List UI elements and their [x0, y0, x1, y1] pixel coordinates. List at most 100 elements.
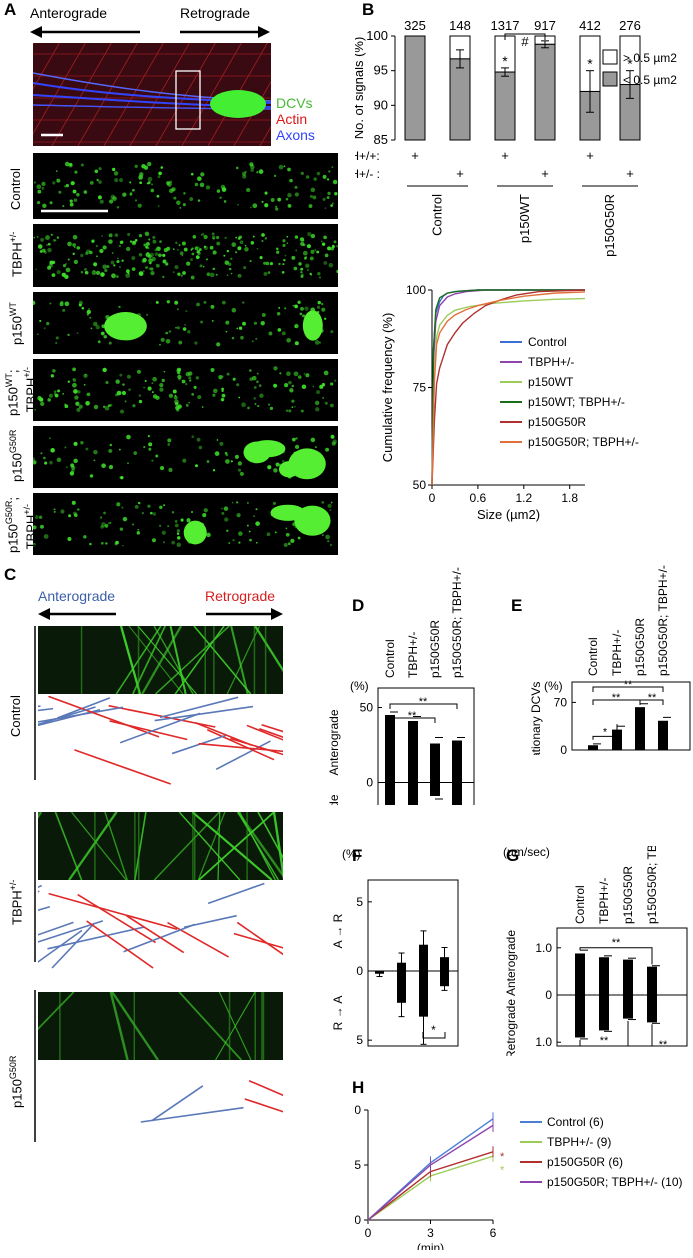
- dcv-puncta: [307, 232, 312, 237]
- dcv-puncta: [86, 392, 91, 397]
- kymograph-background: [38, 992, 283, 1060]
- dcv-puncta: [136, 531, 141, 535]
- legend-swatch-large: [602, 49, 618, 65]
- row-label-p150wt-tbph: p150WT; TBPH+/-: [4, 366, 39, 416]
- dcv-puncta: [222, 300, 226, 305]
- dcv-puncta: [147, 386, 152, 391]
- row-label-p150g50r-tbph: p150G50R; TBPH+/-: [4, 496, 39, 553]
- x-axis-label: Size (µm2): [477, 507, 540, 522]
- dcv-puncta: [193, 385, 197, 389]
- dcv-puncta: [47, 242, 51, 246]
- y-tick-label: 1.0: [535, 941, 552, 955]
- dcv-puncta: [294, 185, 298, 189]
- dcv-puncta: [269, 406, 274, 411]
- dcv-puncta: [282, 263, 285, 266]
- y-label-retrograde: Retrograde: [504, 999, 518, 1056]
- dcv-puncta: [277, 328, 282, 332]
- dcv-puncta: [281, 271, 285, 274]
- dcv-puncta: [185, 310, 188, 313]
- dcv-puncta: [132, 188, 135, 192]
- dcv-puncta: [150, 271, 155, 276]
- dcv-puncta: [216, 241, 221, 246]
- dcv-puncta: [37, 244, 43, 249]
- y-tick-label: 95: [374, 63, 388, 78]
- dcv-puncta: [189, 197, 194, 201]
- dcv-puncta: [116, 502, 121, 507]
- dcv-puncta: [221, 375, 224, 378]
- dcv-puncta: [43, 327, 46, 330]
- dcv-puncta: [134, 239, 138, 242]
- dcv-puncta: [323, 261, 328, 265]
- kymograph-track: [169, 626, 187, 694]
- dcv-puncta: [58, 190, 62, 194]
- dcv-puncta: [43, 534, 49, 539]
- dcv-puncta: [48, 437, 51, 439]
- dcv-puncta: [71, 500, 76, 505]
- dcv-puncta: [119, 266, 121, 268]
- y-tick-label: 100: [406, 283, 426, 297]
- y-tick-label: 85: [374, 132, 388, 147]
- dcv-puncta: [202, 265, 205, 268]
- dcv-puncta: [76, 192, 80, 197]
- dcv-puncta: [33, 236, 36, 239]
- dcv-puncta: [284, 254, 287, 257]
- dcv-puncta: [221, 507, 223, 510]
- dcv-puncta: [231, 242, 237, 247]
- dcv-puncta: [121, 259, 124, 262]
- dcv-puncta: [239, 471, 244, 476]
- dcv-puncta: [332, 439, 337, 444]
- dcv-puncta: [150, 511, 153, 515]
- dcv-puncta: [321, 307, 326, 312]
- dcv-puncta: [151, 183, 154, 186]
- dcv-puncta: [301, 384, 307, 389]
- dcv-puncta: [113, 171, 119, 176]
- dcv-puncta: [118, 305, 121, 309]
- dcv-puncta: [38, 515, 43, 519]
- anterograde-trace: [38, 920, 104, 943]
- dcv-puncta: [231, 336, 235, 340]
- dcv-puncta: [316, 250, 320, 254]
- kymograph-track: [193, 626, 252, 694]
- dcv-puncta: [255, 521, 260, 526]
- dcv-puncta: [288, 409, 292, 413]
- bar-anterograde: [452, 740, 462, 783]
- c-row-brackets: [34, 626, 36, 1142]
- dcv-puncta: [83, 383, 86, 386]
- dcv-puncta: [273, 174, 277, 178]
- dcv-puncta: [212, 393, 216, 397]
- series-line: [431, 297, 586, 486]
- dcv-puncta: [237, 203, 239, 206]
- dcv-puncta: [142, 257, 147, 263]
- dcv-puncta: [302, 250, 308, 256]
- dcv-puncta: [159, 343, 161, 346]
- retrograde-trace: [233, 932, 283, 949]
- dcv-puncta: [306, 244, 312, 249]
- dcv-puncta: [104, 268, 108, 273]
- dcv-puncta: [50, 233, 53, 236]
- dcv-puncta: [46, 321, 50, 326]
- dcv-puncta: [216, 189, 221, 193]
- dcv-puncta: [183, 247, 188, 252]
- dcv-puncta: [330, 501, 333, 504]
- dcv-puncta: [138, 271, 144, 276]
- dcv-puncta: [209, 245, 214, 250]
- dcv-puncta: [72, 378, 77, 382]
- dcv-puncta: [230, 257, 233, 260]
- kymograph-track: [111, 992, 159, 1060]
- dcv-puncta: [191, 393, 195, 396]
- dcv-puncta: [55, 170, 58, 172]
- dcv-puncta: [329, 543, 333, 547]
- dcv-puncta: [246, 524, 249, 527]
- group-label: p150G50R; TBPH+/-: [645, 846, 659, 924]
- dcv-puncta: [212, 250, 217, 255]
- dcv-puncta: [64, 161, 70, 167]
- dcv-puncta: [176, 529, 181, 533]
- dcv-puncta: [287, 542, 291, 546]
- retrograde-trace: [236, 921, 283, 956]
- dcv-puncta: [73, 458, 78, 464]
- dcv-puncta: [206, 460, 210, 463]
- y-tick-label: 5: [356, 895, 363, 909]
- dcv-puncta: [40, 524, 44, 529]
- dcv-puncta: [186, 261, 191, 266]
- dcv-puncta: [174, 523, 179, 528]
